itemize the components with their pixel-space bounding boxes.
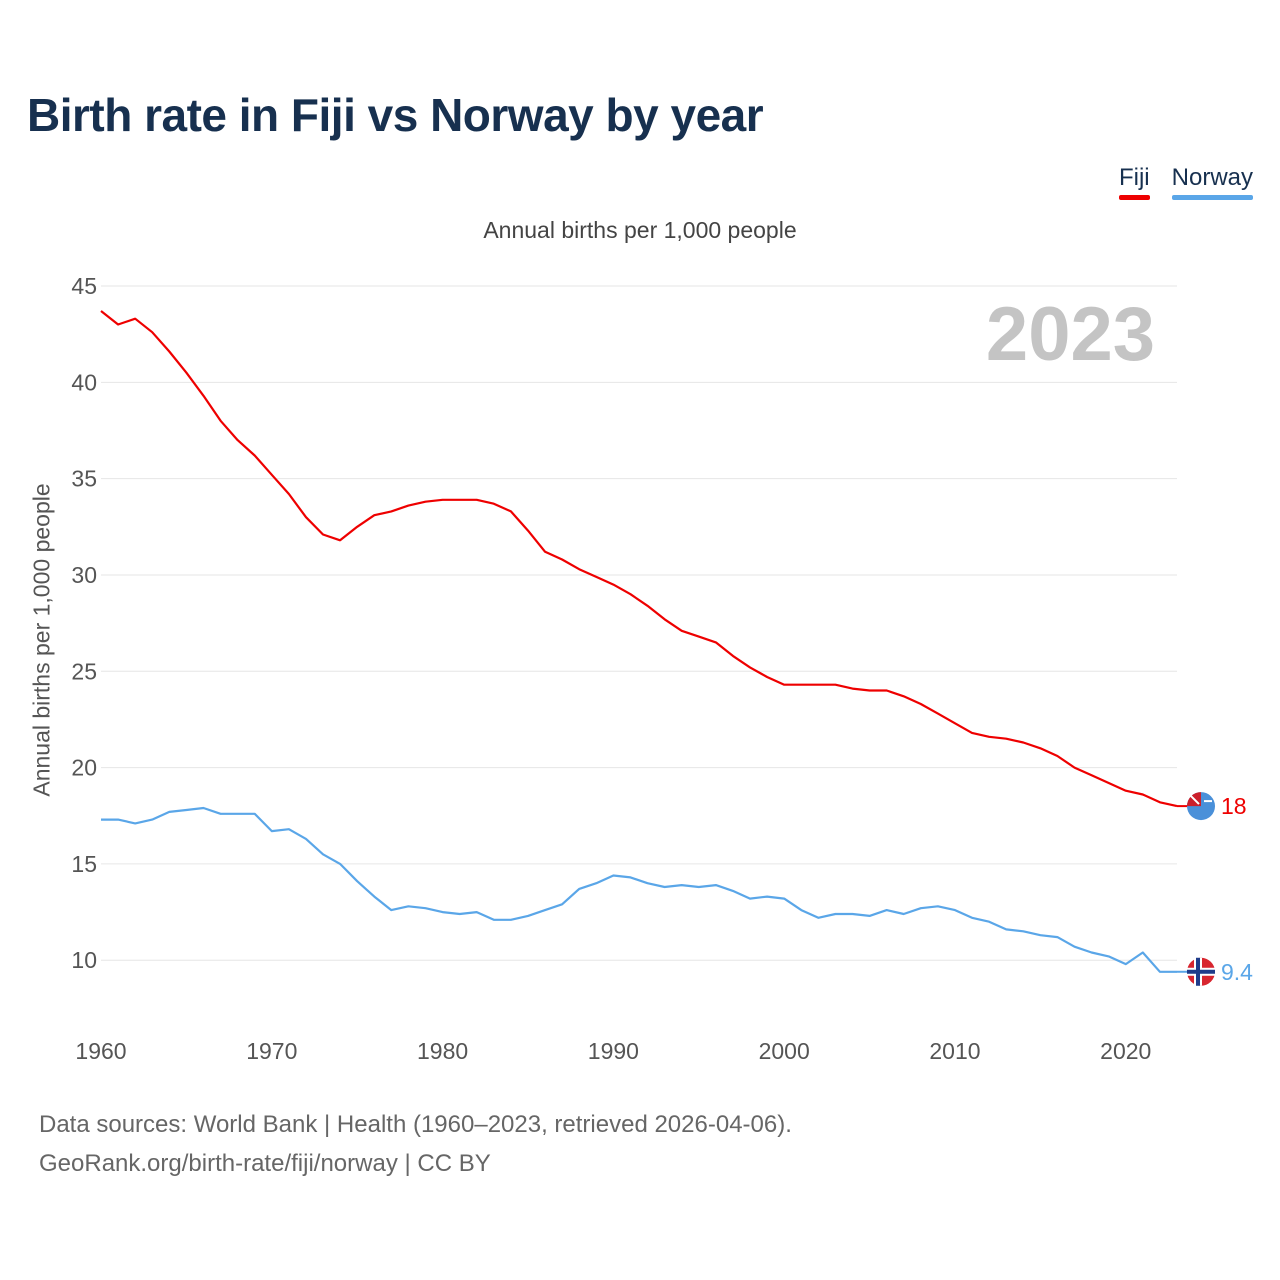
x-tick-label: 2000 xyxy=(759,1038,810,1064)
y-tick-label: 15 xyxy=(71,851,97,877)
legend-item-fiji[interactable]: Fiji xyxy=(1118,164,1150,200)
legend-item-norway[interactable]: Norway xyxy=(1171,164,1253,200)
y-tick-label: 10 xyxy=(71,947,97,973)
end-label-fiji: 18 xyxy=(1221,793,1247,819)
series-line-norway xyxy=(101,806,1177,973)
y-tick-label: 20 xyxy=(71,755,97,781)
x-tick-label: 2020 xyxy=(1100,1038,1151,1064)
footer-link[interactable]: GeoRank.org/birth-rate/fiji/norway | CC … xyxy=(39,1150,491,1177)
flag-cross-blue-v xyxy=(1196,957,1200,986)
chart-subtitle: Annual births per 1,000 people xyxy=(483,217,797,243)
legend-swatch-norway xyxy=(1171,195,1253,200)
legend-swatch-fiji xyxy=(1118,195,1150,200)
x-tick-label: 2010 xyxy=(929,1038,980,1064)
x-tick-label: 1960 xyxy=(75,1038,126,1064)
flag-cross-blue-h xyxy=(1187,969,1215,974)
y-tick-label: 40 xyxy=(71,369,97,395)
end-label-norway: 9.4 xyxy=(1221,959,1253,985)
footer-sources: Data sources: World Bank | Health (1960–… xyxy=(39,1111,792,1138)
legend-label-norway: Norway xyxy=(1171,164,1253,191)
chart-title: Birth rate in Fiji vs Norway by year xyxy=(27,89,764,141)
x-tick-label: 1980 xyxy=(417,1038,468,1064)
x-tick-label: 1990 xyxy=(588,1038,639,1064)
legend: Fiji Norway xyxy=(1118,164,1253,200)
legend-label-fiji: Fiji xyxy=(1118,164,1150,191)
series-line-fiji xyxy=(100,310,1178,808)
year-label: 2023 xyxy=(986,292,1155,377)
x-tick-label: 1970 xyxy=(246,1038,297,1064)
footer: Data sources: World Bank | Health (1960–… xyxy=(39,1105,792,1183)
flag-cross-fiji xyxy=(1190,795,1200,805)
y-tick-label: 30 xyxy=(71,562,97,588)
y-tick-label: 25 xyxy=(71,658,97,684)
y-tick-label: 45 xyxy=(71,273,97,299)
y-tick-label: 35 xyxy=(71,466,97,492)
